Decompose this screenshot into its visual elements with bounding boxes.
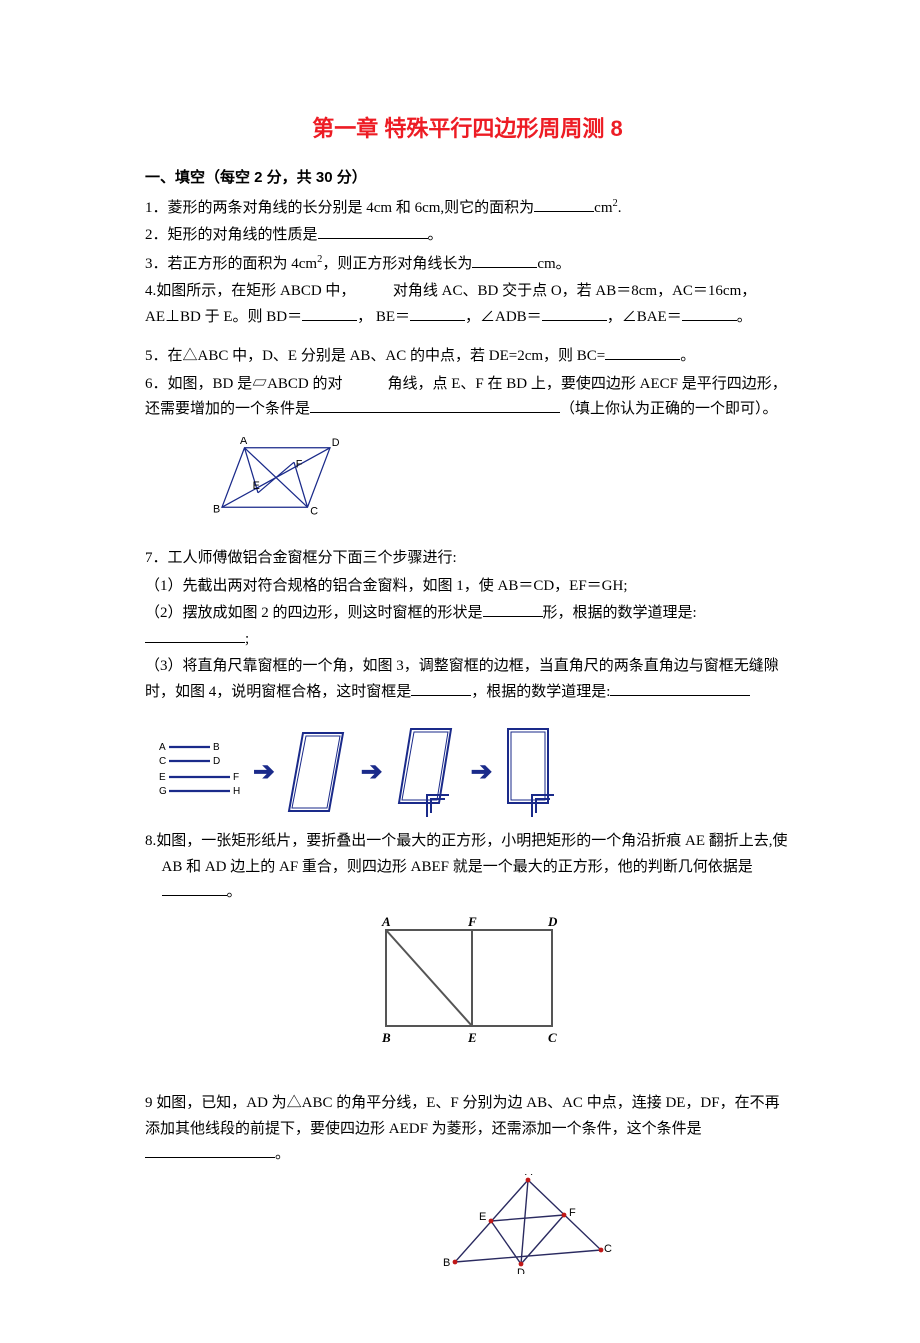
blank [310,397,560,413]
q9-text-b: 。 [275,1146,290,1162]
q4-text-b: ， BE＝ [357,309,410,325]
svg-text:A: A [240,437,248,447]
q1-text-c: . [618,200,622,216]
q7-step1: A B C D E F G H [155,737,245,807]
svg-text:D: D [332,437,340,449]
q7-2-b: 形，根据的数学道理是: [543,605,697,621]
svg-text:A: A [381,916,391,929]
q2-text-a: 2．矩形的对角线的性质是 [145,227,318,243]
blank [318,223,428,239]
q4-text-e: 。 [737,309,752,325]
svg-text:C: C [548,1030,557,1045]
q7-3-b: ，根据的数学道理是: [471,684,610,700]
svg-text:F: F [296,458,303,470]
q7-2-a: （2）摆放成如图 2 的四边形，则这时窗框的形状是 [145,605,483,621]
question-6: 6．如图，BD 是▱ABCD 的对 角线，点 E、F 在 BD 上，要使四边形 … [145,372,790,423]
svg-text:D: D [213,756,220,767]
q8-text-b: 。 [227,884,242,900]
question-7-2: （2）摆放成如图 2 的四边形，则这时窗框的形状是 形，根据的数学道理是:; [145,601,790,652]
svg-text:G: G [159,786,167,797]
svg-text:B: B [381,1030,391,1045]
question-2: 2．矩形的对角线的性质是 。 [145,223,790,249]
blank [145,1142,275,1158]
blank [162,880,227,896]
blank [605,344,680,360]
svg-text:H: H [233,786,240,797]
question-3: 3．若正方形的面积为 4cm2，则正方形对角线长为cm。 [145,251,790,278]
blank [411,680,471,696]
rectangle-fold-diagram: A F D B E C [368,916,568,1046]
q9-text-a: 9 如图，已知，AD 为△ABC 的角平分线，E、F 分别为边 AB、AC 中点… [145,1095,780,1137]
svg-text:E: E [253,480,260,492]
q7-step3 [391,725,463,819]
q7-step2 [283,727,353,817]
q7-2-c: ; [245,631,249,647]
arrow-icon: ➔ [471,750,493,794]
question-7-3: （3）将直角尺靠窗框的一个角，如图 3，调整窗框的边框，当直角尺的两条直角边与窗… [145,654,790,705]
blank [542,305,607,321]
svg-text:C: C [159,756,166,767]
figure-q7: A B C D E F G H ➔ ➔ ➔ [155,725,790,819]
svg-text:F: F [233,772,239,783]
blank [145,627,245,643]
svg-text:B: B [443,1257,450,1269]
question-7-head: 7．工人师傅做铝合金窗框分下面三个步骤进行: [145,546,790,572]
page-title: 第一章 特殊平行四边形周周测 8 [145,110,790,147]
svg-text:D: D [517,1267,525,1274]
q3-text-b: ，则正方形对角线长为 [322,256,472,272]
q5-text-b: 。 [680,348,695,364]
svg-text:F: F [467,916,477,929]
svg-text:E: E [159,772,166,783]
svg-text:F: F [569,1207,576,1219]
q1-text-a: 1．菱形的两条对角线的长分别是 4cm 和 6cm,则它的面积为 [145,200,534,216]
svg-text:A: A [159,742,166,753]
svg-text:E: E [479,1211,486,1223]
blank [682,305,737,321]
q8-text-a: 8.如图，一张矩形纸片，要折叠出一个最大的正方形，小明把矩形的一个角沿折痕 AE… [145,833,788,875]
parallelogram-diagram: A D B C E F [205,437,365,527]
page-container: 第一章 特殊平行四边形周周测 8 一、填空（每空 2 分，共 30 分） 1．菱… [0,0,920,1343]
figure-q8: A F D B E C [368,916,568,1056]
question-5: 5．在△ABC 中，D、E 分别是 AB、AC 的中点，若 DE=2cm，则 B… [145,344,790,370]
blank [302,305,357,321]
q1-text-b: cm [594,200,612,216]
question-4: 4.如图所示，在矩形 ABCD 中， 对角线 AC、BD 交于点 O，若 AB＝… [145,279,790,330]
figure-q6: A D B C E F [205,437,790,537]
q2-text-b: 。 [428,227,443,243]
arrow-icon: ➔ [253,750,275,794]
q5-text-a: 5．在△ABC 中，D、E 分别是 AB、AC 的中点，若 DE=2cm，则 B… [145,348,605,364]
svg-text:C: C [604,1243,612,1255]
svg-text:B: B [213,503,220,515]
question-8: 8.如图，一张矩形纸片，要折叠出一个最大的正方形，小明把矩形的一个角沿折痕 AE… [162,829,791,906]
blank [483,601,543,617]
q7-step4 [500,725,560,819]
figure-q9: A B C D E F [438,1174,618,1284]
q4-text-c: ，∠ADB＝ [465,309,542,325]
q4-text-d: ，∠BAE＝ [607,309,682,325]
q3-text-a: 3．若正方形的面积为 4cm [145,256,317,272]
question-9: 9 如图，已知，AD 为△ABC 的角平分线，E、F 分别为边 AB、AC 中点… [145,1091,790,1168]
svg-text:D: D [547,916,558,929]
blank [610,680,750,696]
svg-text:C: C [310,505,318,517]
blank [472,252,537,268]
spacer [145,332,790,344]
svg-text:E: E [467,1030,477,1045]
svg-text:A: A [525,1174,533,1178]
q3-text-c: cm。 [537,256,570,272]
blank [410,305,465,321]
svg-text:B: B [213,742,220,753]
question-7-1: （1）先截出两对符合规格的铝合金窗料，如图 1，使 AB＝CD，EF＝GH; [145,574,790,600]
section-1-heading: 一、填空（每空 2 分，共 30 分） [145,165,790,191]
q6-text-b: （填上你认为正确的一个即可）。 [560,401,778,417]
triangle-diagram: A B C D E F [443,1174,613,1274]
blank [534,196,594,212]
arrow-icon: ➔ [361,750,383,794]
question-1: 1．菱形的两条对角线的长分别是 4cm 和 6cm,则它的面积为cm2. [145,195,790,222]
